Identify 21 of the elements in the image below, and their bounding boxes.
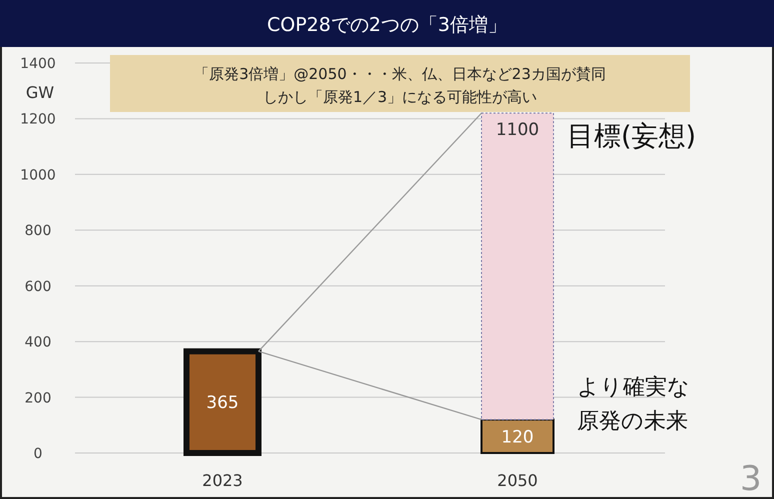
annotation: しかし「原発1／3」になる可能性が高い [262,88,538,106]
y-tick-label: 200 [24,390,52,406]
y-tick-label: 800 [24,223,52,240]
annotation: 原発の未来 [577,409,688,434]
data-label: 120 [501,427,534,448]
annotation: 「原発3倍増」@2050・・・米、仏、日本など23カ国が賛同 [194,65,606,83]
y-tick-label: 1400 [20,56,56,72]
annotation: 目標(妄想) [567,121,696,152]
y-axis-title: GW [26,82,54,102]
annotation: より確実な [577,375,690,400]
text: 3 [740,459,762,499]
y-tick-label: 1000 [20,167,56,184]
x-tick-label: 2023 [202,471,243,490]
y-tick-label: 0 [34,446,42,462]
data-label: 1100 [496,120,540,140]
x-tick-label: 2050 [497,471,538,490]
y-tick-label: 600 [24,278,52,295]
y-tick-label: 1200 [20,112,56,128]
data-label: 365 [206,393,239,414]
chart-title: COP28での2つの「3倍増」 [266,14,508,36]
y-tick-label: 400 [24,334,52,351]
